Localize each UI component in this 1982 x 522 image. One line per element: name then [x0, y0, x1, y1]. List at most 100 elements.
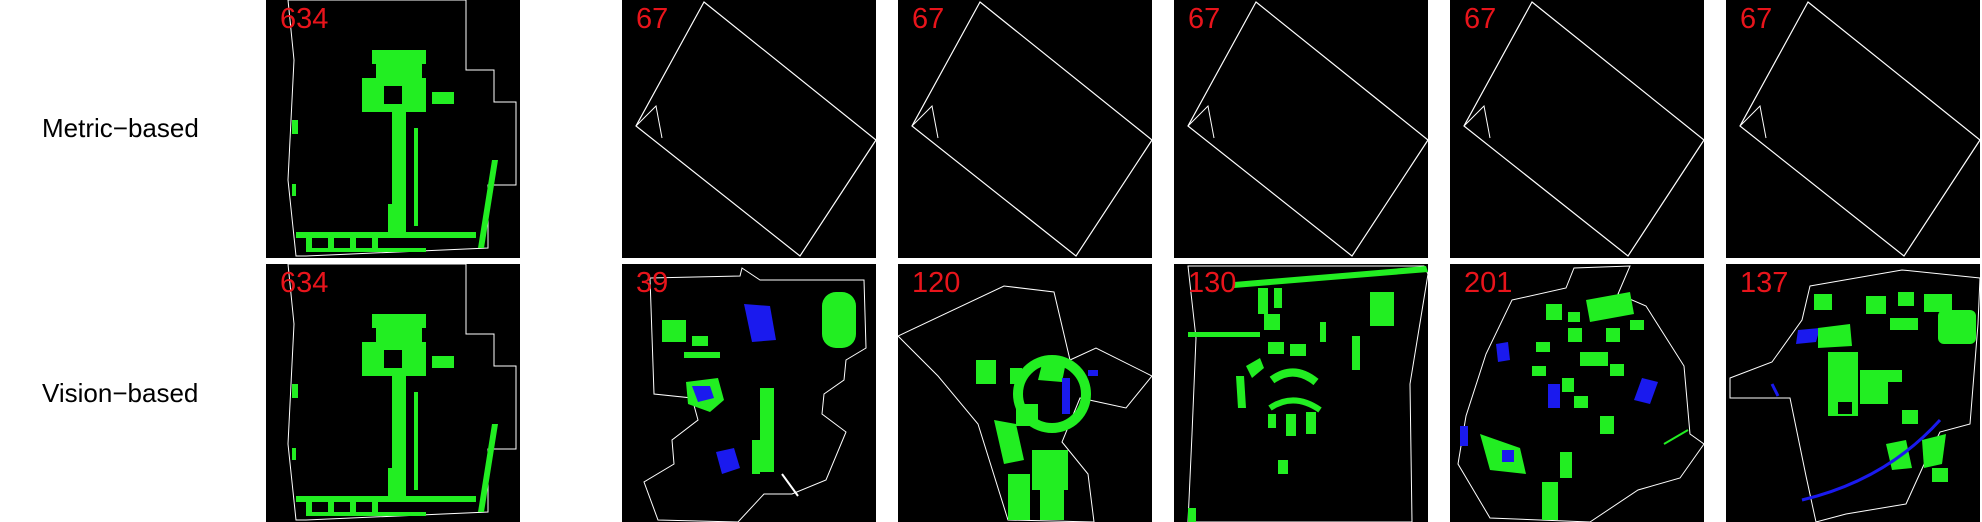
- map-region: [1542, 482, 1558, 520]
- map-tile: 67: [898, 0, 1152, 258]
- map-region: [1600, 416, 1614, 434]
- map-tile: 67: [622, 0, 876, 258]
- map-region: [1932, 468, 1948, 482]
- map-region: [1268, 397, 1322, 413]
- campus-map-image: [635, 1, 876, 257]
- map-region: [1860, 370, 1888, 404]
- map-region: [306, 502, 312, 514]
- map-region: [1574, 396, 1588, 408]
- map-region: [1568, 312, 1580, 322]
- map-region: [822, 292, 856, 348]
- map-region: [372, 502, 378, 514]
- tile-id-label: 67: [1188, 3, 1221, 35]
- tile-id-label: 39: [636, 267, 669, 299]
- map-region: [1630, 320, 1644, 330]
- map-region: [1269, 368, 1319, 386]
- map-tile: 201: [1450, 264, 1704, 522]
- map-region: [372, 50, 426, 64]
- map-region: [1562, 378, 1574, 392]
- row-label-metric: Metric−based: [42, 113, 199, 143]
- map-region: [1770, 383, 1780, 397]
- map-region: [1866, 296, 1886, 314]
- map-region: [1088, 370, 1098, 376]
- map-region: [1922, 434, 1946, 468]
- map-region: [1938, 310, 1976, 344]
- map-region: [1286, 414, 1296, 436]
- map-region: [716, 448, 740, 474]
- map-region: [1320, 322, 1326, 342]
- tile-id-label: 201: [1464, 267, 1513, 299]
- map-region: [1040, 490, 1064, 520]
- map-region: [1290, 344, 1306, 356]
- map-region: [432, 92, 454, 104]
- map-tile: 67: [1726, 0, 1980, 258]
- map-region: [1268, 342, 1284, 354]
- map-region: [306, 238, 312, 250]
- map-region: [1818, 324, 1852, 348]
- campus-map-image: [287, 264, 517, 521]
- map-region: [911, 1, 1152, 257]
- map-region: [1606, 328, 1620, 342]
- tile-id-label: 634: [280, 267, 329, 299]
- map-region: [1739, 1, 1980, 257]
- map-region: [1548, 384, 1560, 408]
- map-region: [1888, 370, 1902, 382]
- map-region: [898, 285, 1152, 522]
- map-region: [1739, 104, 1767, 139]
- map-region: [296, 496, 476, 502]
- map-region: [1898, 292, 1914, 306]
- map-region: [643, 267, 867, 522]
- map-region: [1187, 104, 1215, 139]
- campus-map-image: [1187, 265, 1428, 522]
- map-tile: 120: [898, 264, 1152, 522]
- map-region: [1234, 266, 1428, 288]
- map-region: [1032, 450, 1068, 490]
- map-region: [1013, 355, 1091, 433]
- tile-id-label: 67: [1464, 3, 1497, 35]
- map-region: [478, 424, 498, 512]
- map-region: [976, 360, 996, 384]
- map-region: [1890, 318, 1918, 330]
- map-region: [1610, 364, 1624, 376]
- map-region: [1016, 404, 1038, 426]
- map-region: [376, 328, 422, 342]
- map-tile: 634: [266, 0, 520, 258]
- map-tile: 634: [266, 264, 520, 522]
- campus-map-image: [643, 267, 867, 522]
- map-region: [414, 128, 418, 226]
- tile-id-label: 634: [280, 3, 329, 35]
- map-region: [760, 388, 774, 472]
- tile-id-label: 67: [912, 3, 945, 35]
- map-region: [287, 264, 517, 521]
- map-tile: 67: [1174, 0, 1428, 258]
- map-tile: 137: [1726, 264, 1980, 522]
- map-region: [296, 232, 476, 238]
- map-region: [1814, 294, 1832, 310]
- map-region: [414, 392, 418, 490]
- map-region: [1258, 288, 1268, 314]
- map-region: [1370, 292, 1394, 326]
- map-region: [752, 440, 760, 474]
- map-region: [1008, 474, 1030, 520]
- map-region: [1278, 460, 1288, 474]
- map-region: [388, 204, 406, 232]
- campus-map-image: [1463, 1, 1704, 257]
- map-region: [1729, 269, 1980, 522]
- map-region: [384, 350, 402, 368]
- map-region: [384, 86, 402, 104]
- campus-map-image: [911, 1, 1152, 257]
- map-region: [1457, 265, 1704, 522]
- map-region: [662, 320, 686, 342]
- map-region: [1924, 294, 1952, 312]
- map-region: [1352, 336, 1360, 370]
- map-region: [292, 384, 298, 398]
- campus-map-image: [898, 285, 1152, 522]
- map-region: [1502, 450, 1514, 462]
- map-region: [1268, 414, 1276, 428]
- map-region: [1796, 328, 1820, 344]
- map-region: [432, 356, 454, 368]
- map-tile: 67: [1450, 0, 1704, 258]
- map-region: [1188, 508, 1196, 522]
- map-region: [1264, 314, 1280, 330]
- tile-id-label: 120: [912, 267, 961, 299]
